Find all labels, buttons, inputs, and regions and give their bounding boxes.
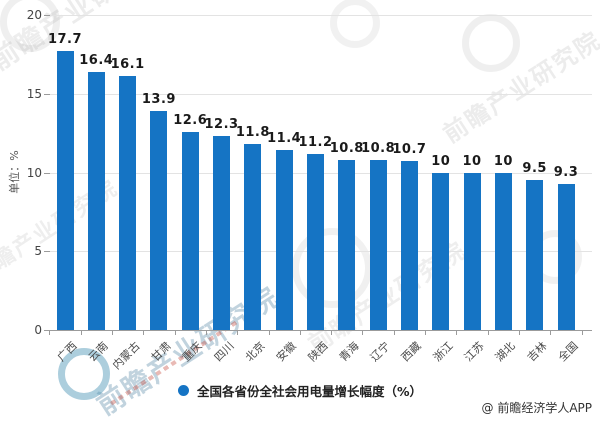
x-axis-tick xyxy=(331,331,333,335)
bar xyxy=(150,111,168,330)
bar-value-label: 16.1 xyxy=(110,57,145,73)
x-axis-tick xyxy=(550,331,552,335)
x-axis-tick xyxy=(237,331,239,335)
bar-value-label: 11.8 xyxy=(235,125,270,141)
bar-value-label: 11.2 xyxy=(298,134,333,150)
x-axis-line xyxy=(50,330,592,331)
y-axis-tick-label: 5 xyxy=(34,244,42,259)
x-axis-tick xyxy=(174,331,176,335)
x-axis-tick xyxy=(456,331,458,335)
bar-value-label: 10.8 xyxy=(329,140,364,156)
gridline xyxy=(50,15,592,16)
legend: 全国各省份全社会用电量增长幅度（%） xyxy=(0,381,600,400)
x-axis-tick xyxy=(80,331,82,335)
bar-value-label: 12.3 xyxy=(204,117,239,133)
bar xyxy=(307,153,324,330)
y-axis-tick xyxy=(44,330,50,331)
bar xyxy=(181,131,199,330)
x-axis-tick xyxy=(268,331,270,335)
y-axis-tick-label: 15 xyxy=(26,86,42,101)
y-axis-tick xyxy=(44,15,50,16)
y-axis-tick-label: 0 xyxy=(34,323,42,337)
gridline xyxy=(50,93,592,95)
bar-value-label: 10 xyxy=(431,153,451,169)
bar-value-label: 11.4 xyxy=(267,131,302,147)
bar xyxy=(275,150,293,330)
bar xyxy=(400,161,418,330)
x-axis-tick xyxy=(205,331,207,335)
x-axis-tick xyxy=(487,331,489,335)
watermark-logo-icon xyxy=(292,228,372,308)
y-axis-tick xyxy=(44,172,50,174)
x-axis-tick xyxy=(143,331,145,335)
bar xyxy=(213,136,231,330)
bar-value-label: 12.6 xyxy=(173,112,208,128)
bar-value-label: 9.5 xyxy=(522,161,547,177)
bar xyxy=(338,159,356,330)
x-axis-tick xyxy=(299,331,301,335)
x-axis-tick xyxy=(362,331,364,335)
bar xyxy=(432,172,450,330)
x-axis-tick xyxy=(393,331,395,335)
y-axis-title: 单位：% xyxy=(8,150,21,194)
x-axis-tick xyxy=(111,331,113,335)
y-axis-tick-label: 10 xyxy=(26,165,42,180)
bar-value-label: 10.8 xyxy=(361,140,396,156)
x-axis-tick xyxy=(581,331,583,335)
bar xyxy=(87,71,105,330)
bar-value-label: 17.7 xyxy=(47,32,83,48)
legend-label: 全国各省份全社会用电量增长幅度（%） xyxy=(196,384,423,399)
bar xyxy=(244,144,262,330)
bar xyxy=(526,180,544,330)
bar-value-label: 16.4 xyxy=(79,52,114,68)
bar xyxy=(463,172,481,330)
bar-value-label: 10 xyxy=(462,153,482,169)
bar-value-label: 9.3 xyxy=(553,164,579,180)
bar xyxy=(557,183,575,330)
y-axis-tick-label: 20 xyxy=(26,8,42,22)
legend-marker-icon xyxy=(177,385,189,396)
bar xyxy=(119,76,137,330)
bar xyxy=(56,51,74,330)
watermark-logo-icon xyxy=(462,14,520,72)
bar-value-label: 10 xyxy=(493,153,513,169)
bar-value-label: 13.9 xyxy=(141,92,176,108)
attribution-text: @ 前瞻经济学人APP xyxy=(481,401,593,415)
y-axis-tick xyxy=(44,251,50,253)
watermark-logo-icon xyxy=(330,0,380,48)
x-axis-tick xyxy=(49,331,51,335)
x-axis-tick xyxy=(425,331,427,335)
watermark-text: 前瞻产业研究院 xyxy=(438,25,600,149)
bar xyxy=(369,159,387,330)
bar-value-label: 10.7 xyxy=(392,142,427,158)
x-axis-tick xyxy=(519,331,521,335)
bar xyxy=(494,172,512,330)
y-axis-tick xyxy=(44,93,50,95)
